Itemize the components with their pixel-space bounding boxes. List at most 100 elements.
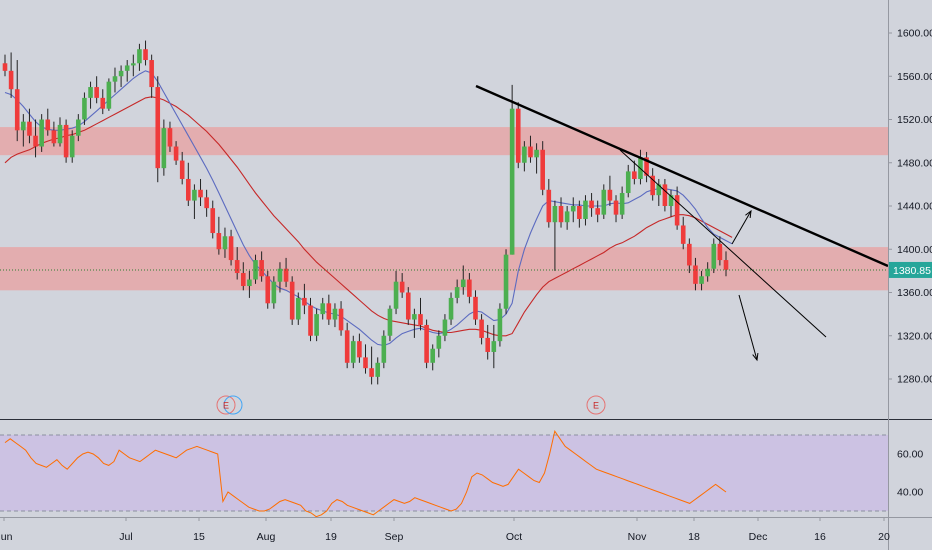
candle bbox=[21, 121, 26, 131]
candle bbox=[204, 197, 209, 209]
candle bbox=[277, 268, 283, 282]
earnings-marker[interactable] bbox=[216, 395, 236, 415]
candle bbox=[625, 171, 631, 194]
candle bbox=[131, 63, 136, 66]
dividend-marker[interactable] bbox=[223, 395, 243, 415]
candle bbox=[399, 281, 405, 293]
candle bbox=[393, 281, 399, 309]
candle bbox=[387, 308, 393, 336]
earnings-marker[interactable] bbox=[586, 395, 606, 415]
candle bbox=[14, 89, 20, 131]
candle bbox=[186, 178, 191, 201]
candle bbox=[699, 276, 704, 284]
earnings-marker-label: E bbox=[223, 401, 229, 411]
candle bbox=[693, 265, 698, 284]
candle bbox=[124, 65, 130, 71]
secondary-trendline bbox=[619, 149, 827, 338]
candle bbox=[711, 243, 717, 269]
time-tick-label: 16 bbox=[814, 531, 826, 543]
candle bbox=[338, 308, 344, 331]
candle bbox=[491, 341, 497, 352]
candle bbox=[45, 119, 51, 131]
candle bbox=[240, 273, 246, 287]
candle bbox=[57, 124, 63, 144]
down-arrow-head bbox=[752, 352, 759, 362]
earnings-marker-label: E bbox=[593, 401, 599, 411]
up-arrow-head bbox=[745, 209, 752, 219]
candle bbox=[76, 119, 81, 136]
candle bbox=[650, 175, 655, 196]
candle bbox=[601, 189, 607, 215]
time-tick-label: 15 bbox=[193, 531, 205, 543]
candle bbox=[271, 281, 277, 304]
candle bbox=[369, 368, 374, 377]
candle bbox=[314, 314, 319, 336]
candle bbox=[2, 63, 8, 71]
up-arrow bbox=[731, 210, 752, 245]
candle bbox=[680, 225, 686, 244]
candle bbox=[723, 260, 729, 270]
time-tick-label: Sep bbox=[385, 531, 404, 543]
candle bbox=[33, 135, 38, 147]
candle bbox=[100, 97, 106, 109]
candle bbox=[522, 146, 527, 163]
candle bbox=[192, 189, 197, 201]
candle bbox=[509, 108, 515, 255]
candle bbox=[326, 303, 332, 320]
candle bbox=[332, 308, 338, 320]
candle bbox=[534, 149, 539, 158]
ema-slow-line bbox=[4, 96, 733, 337]
price-tick-label: 1360.00 bbox=[897, 287, 932, 299]
candle bbox=[503, 254, 509, 309]
last-price-label: 1380.85 bbox=[893, 265, 931, 277]
candle bbox=[656, 184, 662, 196]
candle bbox=[247, 279, 252, 287]
candle bbox=[570, 206, 576, 212]
candle bbox=[198, 189, 203, 198]
candle bbox=[687, 243, 692, 266]
candle bbox=[662, 184, 668, 206]
candle bbox=[155, 87, 161, 169]
price-tick-label: 1520.00 bbox=[897, 114, 932, 126]
rsi-band bbox=[0, 435, 888, 511]
candle bbox=[222, 236, 228, 250]
candle bbox=[448, 297, 454, 320]
candle bbox=[357, 341, 362, 358]
candle bbox=[589, 200, 594, 209]
candle bbox=[94, 87, 99, 98]
candle bbox=[234, 260, 240, 274]
price-tick-label: 1560.00 bbox=[897, 71, 932, 83]
support-resistance-zone bbox=[0, 247, 888, 291]
price-tick-label: 1440.00 bbox=[897, 201, 932, 213]
candle bbox=[632, 171, 637, 179]
price-tick-label: 1280.00 bbox=[897, 374, 932, 386]
candle bbox=[412, 314, 417, 320]
candle bbox=[442, 319, 448, 336]
candle bbox=[106, 81, 112, 109]
price-tick-label: 1400.00 bbox=[897, 244, 932, 256]
candle bbox=[540, 149, 545, 190]
candle bbox=[27, 121, 32, 136]
time-tick-label: Oct bbox=[506, 531, 522, 543]
time-tick-label: 19 bbox=[325, 531, 337, 543]
candle bbox=[228, 236, 234, 261]
candle bbox=[161, 128, 167, 169]
candle bbox=[558, 206, 564, 223]
candle bbox=[363, 357, 368, 369]
candle bbox=[295, 297, 301, 320]
candle bbox=[436, 335, 442, 349]
candle bbox=[289, 281, 295, 320]
candle bbox=[210, 208, 216, 234]
time-tick-label: Jul bbox=[119, 531, 132, 543]
candle bbox=[577, 206, 582, 219]
candle bbox=[528, 146, 533, 158]
price-tick-label: 1600.00 bbox=[897, 28, 932, 40]
candle bbox=[143, 49, 148, 61]
candle bbox=[82, 97, 87, 120]
rsi-line bbox=[4, 429, 727, 518]
candle bbox=[308, 305, 313, 336]
candle bbox=[63, 124, 69, 158]
candle bbox=[674, 195, 680, 226]
candle bbox=[454, 287, 460, 298]
